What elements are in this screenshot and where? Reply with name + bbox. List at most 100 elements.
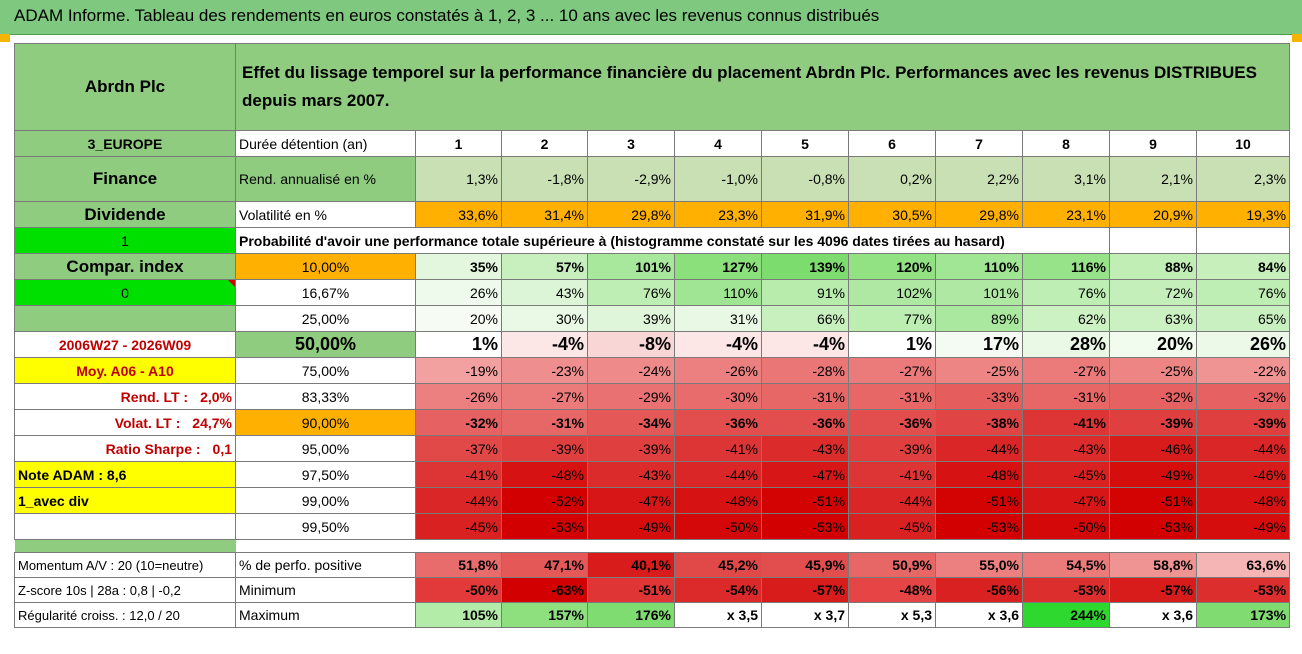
quantile-value-cell: -53% [1109, 513, 1197, 540]
rend-cell: -1,8% [501, 156, 588, 202]
vol-cell: 20,9% [1109, 201, 1197, 228]
quantile-value-cell: -53% [761, 513, 849, 540]
rend-lt-label: Rend. LT : [120, 388, 189, 405]
sharpe: Ratio Sharpe : 0,1 [14, 435, 236, 462]
quantile-value-cell: 28% [1022, 331, 1110, 358]
threshold-cell: 10,00% [235, 253, 416, 280]
year-header: 5 [761, 130, 849, 157]
quantile-value-cell: -44% [1195, 435, 1291, 462]
quantile-row: Note ADAM : 8,6 97,50% -41% -48% -43% -44% -47… [14, 461, 1291, 488]
quantile-value-cell: -47% [761, 461, 849, 488]
threshold-cell: 99,00% [235, 487, 416, 514]
quantile-value-cell: 62% [1022, 305, 1110, 332]
rend-cell: 1,3% [415, 156, 502, 202]
quantile-value-cell: 101% [935, 279, 1023, 306]
quantile-value-cell: -32% [415, 409, 502, 436]
year-header: 1 [415, 130, 502, 157]
volat-lt-value: 24,7% [192, 414, 232, 431]
period-label: 2006W27 - 2026W09 [14, 331, 236, 358]
quantile-value-cell: -51% [761, 487, 849, 514]
summary-value-cell: -53% [1022, 577, 1110, 603]
avec-div-label: 1_avec div [14, 487, 236, 514]
quantile-value-cell: 76% [1195, 279, 1291, 306]
summary-value-cell: 105% [415, 602, 502, 628]
quantile-value-cell: 65% [1195, 305, 1291, 332]
quantile-value-cell: -36% [761, 409, 849, 436]
quantile-value-cell: 17% [935, 331, 1023, 358]
quantile-value-cell: 63% [1109, 305, 1197, 332]
flag-zero-input[interactable]: 0 [14, 279, 236, 306]
performance-table: Abrdn Plc Effet du lissage temporel sur … [14, 43, 1291, 628]
quantile-rows: Compar. index 10,00% 35% 57% 101% 127% 139% 120… [14, 253, 1291, 540]
quantile-value-cell: -39% [501, 435, 588, 462]
empty-cell [1195, 227, 1291, 254]
rend-lt: Rend. LT : 2,0% [14, 383, 236, 410]
quantile-value-cell: -8% [587, 331, 675, 358]
vol-cell: 33,6% [415, 201, 502, 228]
summary-value-cell: 47,1% [501, 552, 588, 578]
spacer-green [14, 539, 236, 553]
summary-left-label: Régularité croiss. : 12,0 / 20 [14, 602, 236, 628]
quantile-value-cell: 35% [415, 253, 502, 280]
summary-left-label: Z-score 10s | 28a : 0,8 | -0,2 [14, 577, 236, 603]
quantile-value-cell: 72% [1109, 279, 1197, 306]
region-label: 3_EUROPE [14, 130, 236, 157]
quantile-value-cell: -32% [1195, 383, 1291, 410]
quantile-value-cell: 127% [674, 253, 762, 280]
quantile-value-cell: -39% [848, 435, 936, 462]
rend-cell: 2,1% [1109, 156, 1197, 202]
rend-cell: 2,2% [935, 156, 1023, 202]
year-header: 8 [1022, 130, 1110, 157]
quantile-value-cell: -41% [415, 461, 502, 488]
quantile-value-cell: 120% [848, 253, 936, 280]
quantile-value-cell: -36% [848, 409, 936, 436]
header-row: Abrdn Plc Effet du lissage temporel sur … [14, 43, 1291, 131]
summary-value-cell: 54,5% [1022, 552, 1110, 578]
quantile-row: 1_avec div 99,00% -44% -52% -47% -48% -51% -44%… [14, 487, 1291, 514]
threshold-cell: 16,67% [235, 279, 416, 306]
threshold-cell: 83,33% [235, 383, 416, 410]
quantile-value-cell: -45% [848, 513, 936, 540]
quantile-value-cell: -53% [501, 513, 588, 540]
summary-metric-label: Minimum [235, 577, 416, 603]
duration-row: 3_EUROPE Durée détention (an) 1 2 3 4 5 … [14, 130, 1291, 157]
rend-cell: 0,2% [848, 156, 936, 202]
quantile-value-cell: -31% [848, 383, 936, 410]
quantile-row: Rend. LT :2,0% 83,33% -26% -27% -29% -30% -31%… [14, 383, 1291, 410]
flag-one-input[interactable]: 1 [14, 227, 236, 254]
quantile-value-cell: -41% [1022, 409, 1110, 436]
year-header: 3 [587, 130, 675, 157]
rend-lt-value: 2,0% [200, 388, 232, 405]
quantile-value-cell: 1% [848, 331, 936, 358]
threshold-cell: 75,00% [235, 357, 416, 384]
quantile-value-cell: -51% [935, 487, 1023, 514]
moy-label: Moy. A06 - A10 [14, 357, 236, 384]
quantile-value-cell: 77% [848, 305, 936, 332]
rend-row: Finance Rend. annualisé en % 1,3% -1,8% … [14, 156, 1291, 202]
dividend-label: Dividende [14, 201, 236, 228]
quantile-value-cell: -33% [935, 383, 1023, 410]
quantile-value-cell: 57% [501, 253, 588, 280]
volat-lt: Volat. LT : 24,7% [14, 409, 236, 436]
summary-value-cell: -57% [761, 577, 849, 603]
quantile-value-cell: -28% [761, 357, 849, 384]
quantile-value-cell: -48% [935, 461, 1023, 488]
quantile-value-cell: -43% [1022, 435, 1110, 462]
year-header: 6 [848, 130, 936, 157]
sharpe-value: 0,1 [212, 440, 232, 457]
rend-label: Rend. annualisé en % [235, 156, 416, 202]
title-bar: ADAM Informe. Tableau des rendements en … [0, 0, 1302, 35]
vol-cell: 31,9% [761, 201, 849, 228]
compar-index-label: Compar. index [14, 253, 236, 280]
threshold-cell: 97,50% [235, 461, 416, 488]
summary-value-cell: -51% [587, 577, 675, 603]
vol-cell: 31,4% [501, 201, 588, 228]
summary-value-cell: x 5,3 [848, 602, 936, 628]
summary-row: Momentum A/V : 20 (10=neutre)% de perfo.… [14, 552, 1291, 578]
summary-value-cell: -50% [415, 577, 502, 603]
quantile-value-cell: 139% [761, 253, 849, 280]
quantile-value-cell: -4% [674, 331, 762, 358]
quantile-value-cell: 39% [587, 305, 675, 332]
quantile-value-cell: -51% [1109, 487, 1197, 514]
quantile-value-cell: 116% [1022, 253, 1110, 280]
